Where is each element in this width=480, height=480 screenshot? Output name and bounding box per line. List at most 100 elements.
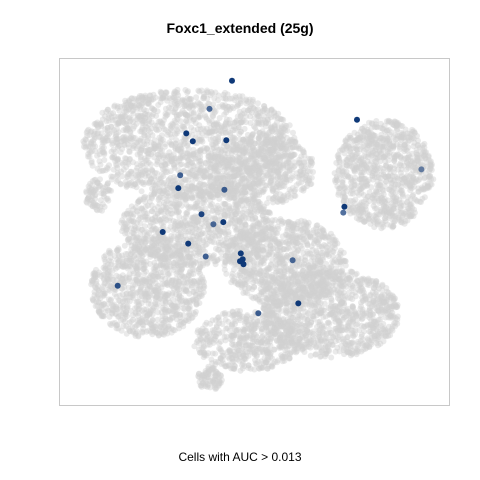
cell-point [149, 168, 156, 175]
cell-point [173, 311, 180, 318]
cell-point [248, 174, 255, 181]
cell-point [262, 170, 269, 176]
cell-point [256, 138, 262, 145]
cell-point [281, 122, 288, 129]
cell-point [242, 158, 249, 165]
cell-point [272, 153, 279, 160]
cell-point [381, 122, 388, 129]
cell-point [339, 177, 346, 184]
cell-point [176, 111, 183, 118]
cell-point [96, 309, 103, 316]
cell-point [196, 147, 203, 154]
cell-point [100, 264, 107, 271]
cell-point [382, 215, 389, 222]
cell-point [179, 273, 186, 280]
cell-point [109, 141, 116, 148]
cell-point [373, 159, 380, 166]
cell-point [104, 106, 111, 113]
cell-point [113, 125, 120, 132]
cell-point [175, 234, 182, 241]
cell-point [405, 133, 412, 140]
cell-point [189, 167, 196, 174]
cell-point [137, 149, 144, 156]
cell-point [160, 117, 167, 124]
cell-point [231, 173, 238, 180]
cell-point [287, 141, 294, 148]
cell-point [285, 164, 292, 171]
cell-point [290, 152, 297, 159]
cell-point [380, 187, 387, 194]
cell-point [351, 181, 358, 188]
cell-point [137, 177, 144, 184]
cell-point [127, 135, 134, 142]
cell-point [170, 161, 177, 168]
cell-point [270, 185, 277, 192]
cell-point [107, 320, 113, 327]
cell-point [251, 155, 258, 162]
cell-point [171, 163, 178, 170]
cell-point [216, 195, 223, 202]
cell-point [151, 143, 158, 150]
cell-point [145, 153, 152, 160]
cell-point [124, 210, 130, 217]
cell-point [310, 169, 316, 175]
cell-point [133, 145, 140, 152]
cell-point [113, 135, 120, 142]
cell-point [304, 167, 311, 174]
cell-point [130, 145, 137, 151]
cell-point [181, 125, 188, 132]
cell-point [238, 177, 245, 184]
cell-point [232, 220, 238, 227]
cell-point [263, 132, 270, 139]
cell-point [266, 209, 273, 216]
cell-point [200, 246, 207, 253]
cell-point [188, 271, 195, 278]
cell-point [178, 138, 185, 145]
cell-point [101, 157, 108, 163]
cell-point [188, 124, 195, 131]
cell-point [413, 167, 419, 174]
cell-point [155, 309, 161, 316]
cell-point [181, 306, 188, 313]
cell-point [131, 123, 138, 130]
cell-point [204, 226, 211, 233]
cell-point [165, 193, 172, 200]
cell-point [128, 102, 135, 109]
cell-point [135, 198, 142, 205]
cell-point [238, 119, 245, 126]
cell-point [250, 159, 257, 166]
cell-point [249, 96, 256, 103]
cell-point [411, 161, 418, 168]
cell-point [145, 180, 152, 187]
cell-point [153, 180, 159, 187]
cell-point [260, 107, 267, 114]
cell-point [395, 166, 402, 173]
cell-point [288, 152, 295, 159]
cell-point [190, 261, 197, 268]
cell-point [152, 94, 159, 101]
cell-point [253, 128, 260, 135]
cell-point [118, 317, 124, 324]
cell-point [126, 155, 133, 162]
cell-point [184, 183, 191, 190]
cell-point [132, 241, 139, 248]
cell-point [103, 108, 110, 115]
cell-point [111, 113, 118, 120]
cell-point [152, 142, 159, 149]
cell-point [249, 216, 256, 223]
cell-point [124, 313, 130, 320]
cell-point [186, 114, 193, 121]
cell-point [163, 309, 169, 316]
cell-point [343, 162, 350, 169]
cell-point [148, 125, 155, 132]
cell-point [423, 170, 430, 177]
cell-point [120, 113, 127, 120]
cell-point [153, 293, 160, 300]
cell-point [143, 233, 150, 240]
cell-point [142, 157, 149, 164]
cell-point [165, 270, 171, 277]
cell-point [120, 127, 127, 134]
cell-point [117, 114, 124, 121]
cell-point [153, 255, 160, 262]
cell-point [278, 131, 285, 138]
